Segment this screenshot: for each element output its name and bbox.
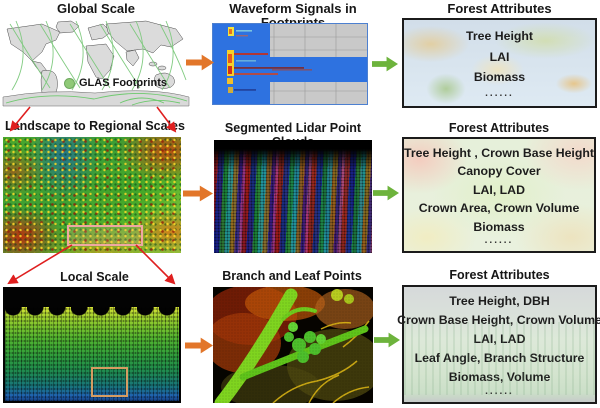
- attribute-item: Leaf Angle, Branch Structure: [414, 351, 585, 365]
- attribute-ellipsis: ......: [484, 235, 514, 247]
- attribute-item: LAI, LAD: [473, 182, 525, 197]
- result-arrow-icon: [372, 56, 398, 72]
- title-local-scale: Local Scale: [60, 270, 129, 284]
- result-arrow-icon: [374, 332, 400, 348]
- result-arrow-icon: [373, 185, 399, 201]
- attribute-ellipsis: ......: [485, 88, 514, 100]
- attribute-item: Tree Height, DBH: [449, 294, 550, 308]
- title-forest-attributes-3: Forest Attributes: [449, 268, 550, 282]
- attribute-item: Biomass: [473, 219, 525, 234]
- attribute-item: Tree Height , Crown Base Height: [404, 145, 594, 160]
- glas-footprints-label: GLAS Footprints: [79, 77, 167, 89]
- attribute-item: Canopy Cover: [457, 164, 541, 179]
- attribute-item: Crown Base Height, Crown Volume: [397, 313, 600, 327]
- title-forest-attributes-2: Forest Attributes: [448, 121, 550, 135]
- flow-arrow-icon: [183, 185, 213, 202]
- waveform-signals-plot: [212, 23, 368, 105]
- canopy-height-model-image: [3, 137, 181, 253]
- attribute-item: Biomass, Volume: [448, 370, 551, 384]
- attribute-item: Tree Height: [466, 28, 533, 43]
- branch-leaf-points-image: [213, 287, 373, 403]
- flow-arrow-icon: [185, 337, 213, 354]
- world-map-glas-tracks: [2, 18, 190, 107]
- title-branch-leaf-points: Branch and Leaf Points: [222, 269, 362, 283]
- roi-highlight-box: [67, 225, 143, 246]
- title-forest-attributes-1: Forest Attributes: [447, 1, 552, 16]
- local-forest-point-cloud-image: [3, 287, 181, 403]
- segmented-point-cloud-image: [214, 140, 372, 253]
- forest-attributes-box-local: Tree Height, DBH Crown Base Height, Crow…: [397, 285, 600, 404]
- attribute-ellipsis: ......: [485, 386, 514, 397]
- flow-arrow-icon: [186, 54, 214, 71]
- attribute-item: Biomass: [473, 70, 526, 85]
- glas-footprints-legend: GLAS Footprints: [64, 77, 167, 89]
- title-landscape-regional: Landscape to Regional Scales: [5, 119, 185, 133]
- attribute-item: LAI: [489, 49, 510, 64]
- glas-footprint-dot-icon: [64, 77, 75, 89]
- roi-highlight-box-local: [91, 367, 128, 397]
- attribute-item: LAI, LAD: [473, 332, 526, 346]
- forest-attributes-box-global: Tree Height LAI Biomass ......: [402, 18, 597, 108]
- attribute-item: Crown Area, Crown Volume: [418, 201, 580, 216]
- title-global-scale: Global Scale: [56, 1, 136, 16]
- forest-attributes-box-regional: Tree Height , Crown Base Height Canopy C…: [402, 137, 596, 253]
